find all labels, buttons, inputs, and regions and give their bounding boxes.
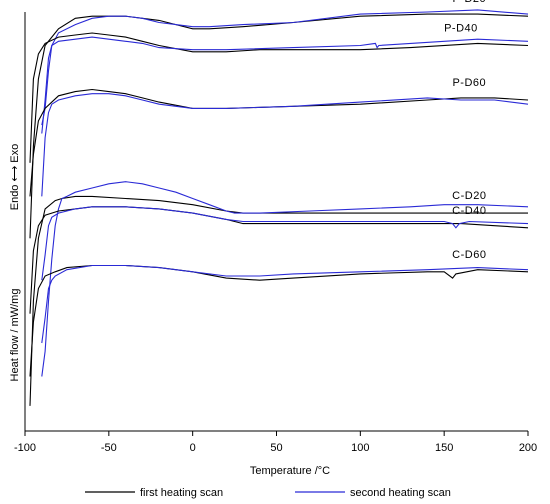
curve-label-p-d60: P-D60 [452,77,486,89]
y-axis-title: Heat flow / mW/mg [9,289,21,382]
x-ticks: -100 -50 0 50 100 150 200 [14,431,537,454]
x-axis-title: Temperature /°C [250,465,330,477]
curve-label-p-d20: P-D20 [452,0,486,5]
legend-label-first: first heating scan [140,487,223,499]
curve-p-d60-second [41,93,529,197]
curve-label-p-d40: P-D40 [444,23,478,35]
legend-label-second: second heating scan [350,487,451,499]
x-tick-label: 50 [270,442,282,454]
curve-p-d20-second [41,9,529,126]
curve-c-d20-second [41,181,529,377]
x-tick-label: -50 [101,442,117,454]
legend: first heating scan second heating scan [85,487,451,499]
y-axis-endo-exo: Endo ⟷ Exo [9,144,21,211]
curve-c-d20-first [29,195,528,406]
curve-c-d40-second [41,206,529,281]
x-tick-label: -100 [14,442,36,454]
x-tick-label: 200 [519,442,537,454]
curve-labels: P-D20 P-D40 P-D60 C-D20 C-D40 C-D60 [444,0,486,261]
x-tick-label: 150 [435,442,453,454]
curve-c-d60-first [29,264,529,377]
x-tick-label: 0 [190,442,196,454]
curves [29,9,529,406]
curve-p-d60-first [29,88,529,197]
curve-label-c-d60: C-D60 [452,249,486,261]
x-tick-label: 100 [351,442,369,454]
curve-p-d40-first [29,32,529,163]
curve-label-c-d20: C-D20 [452,190,486,202]
curve-p-d40-second [41,36,529,134]
curve-c-d60-second [41,264,529,344]
curve-label-c-d40: C-D40 [452,205,486,217]
